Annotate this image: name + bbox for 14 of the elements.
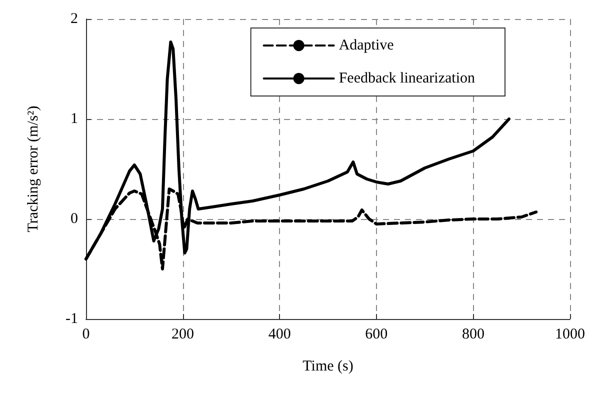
x-axis-title: Time (s) (302, 358, 354, 374)
x-tick-label: 200 (172, 326, 194, 342)
y-axis-title: Tracking error (m/s²) (26, 106, 42, 232)
legend-label: Feedback linearization (338, 70, 476, 86)
x-tick-label: 400 (268, 326, 291, 342)
y-tick-label: 2 (70, 11, 78, 27)
x-tick-label: 1000 (555, 326, 585, 342)
y-tick-label: 1 (70, 111, 78, 127)
x-tick-label: 800 (462, 326, 484, 342)
x-tick-label: 600 (365, 326, 388, 342)
x-tick-label: 0 (82, 326, 90, 342)
y-tick-label: -1 (66, 311, 78, 327)
legend-label: Adaptive (338, 38, 394, 54)
y-tick-label: 0 (70, 211, 78, 227)
